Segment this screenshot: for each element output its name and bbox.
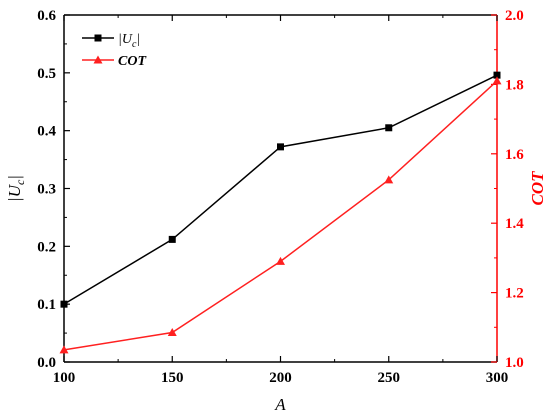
x-axis-title: A: [274, 395, 286, 413]
right-axis-title: COT: [528, 171, 547, 206]
x-tick-label: 150: [161, 370, 184, 386]
right-tick-label: 2.0: [505, 8, 524, 24]
left-tick-label: 0.4: [37, 124, 56, 140]
data-point-square: [60, 300, 68, 308]
series-line-1: [63, 80, 498, 351]
data-point-square: [168, 235, 176, 243]
data-point-triangle: [276, 256, 285, 265]
x-tick-label: 100: [53, 370, 76, 386]
x-tick-label: 200: [269, 370, 292, 386]
data-point-square: [277, 143, 284, 151]
right-tick-label: 1.2: [505, 286, 524, 302]
data-point-triangle: [384, 175, 394, 184]
data-point-triangle: [492, 76, 502, 85]
right-tick-label: 1.6: [505, 147, 524, 163]
legend-marker-square: [94, 34, 102, 42]
data-point-square: [493, 71, 501, 79]
left-tick-label: 0.1: [37, 297, 56, 313]
x-tick-label: 250: [378, 370, 401, 386]
axes-layer: 100 150 200 250 300 A 0.0 0.1 0.2 0.3 0.4 0.5 0.6 1.0…: [5, 8, 547, 413]
left-tick-label: 0.6: [37, 8, 56, 24]
left-tick-label: 0.5: [37, 66, 56, 82]
series-line-0: [63, 74, 498, 305]
left-tick-label: 0.0: [37, 355, 56, 371]
legend-marker-triangle: [93, 55, 103, 64]
right-tick-label: 1.8: [505, 77, 524, 93]
legend: |Uc| COT: [82, 32, 147, 69]
data-point-triangle: [167, 328, 177, 337]
legend-label: |Uc|: [118, 32, 140, 50]
data-point-triangle: [59, 345, 69, 354]
series-layer: [59, 71, 502, 354]
right-tick-label: 1.0: [505, 355, 524, 371]
x-tick-label: 300: [486, 370, 509, 386]
data-point-square: [385, 124, 393, 132]
legend-label: COT: [118, 54, 147, 69]
right-tick-label: 1.4: [505, 216, 524, 232]
left-axis-title: |Uc|: [5, 175, 27, 202]
left-tick-label: 0.3: [37, 182, 56, 198]
left-tick-label: 0.2: [37, 239, 56, 255]
